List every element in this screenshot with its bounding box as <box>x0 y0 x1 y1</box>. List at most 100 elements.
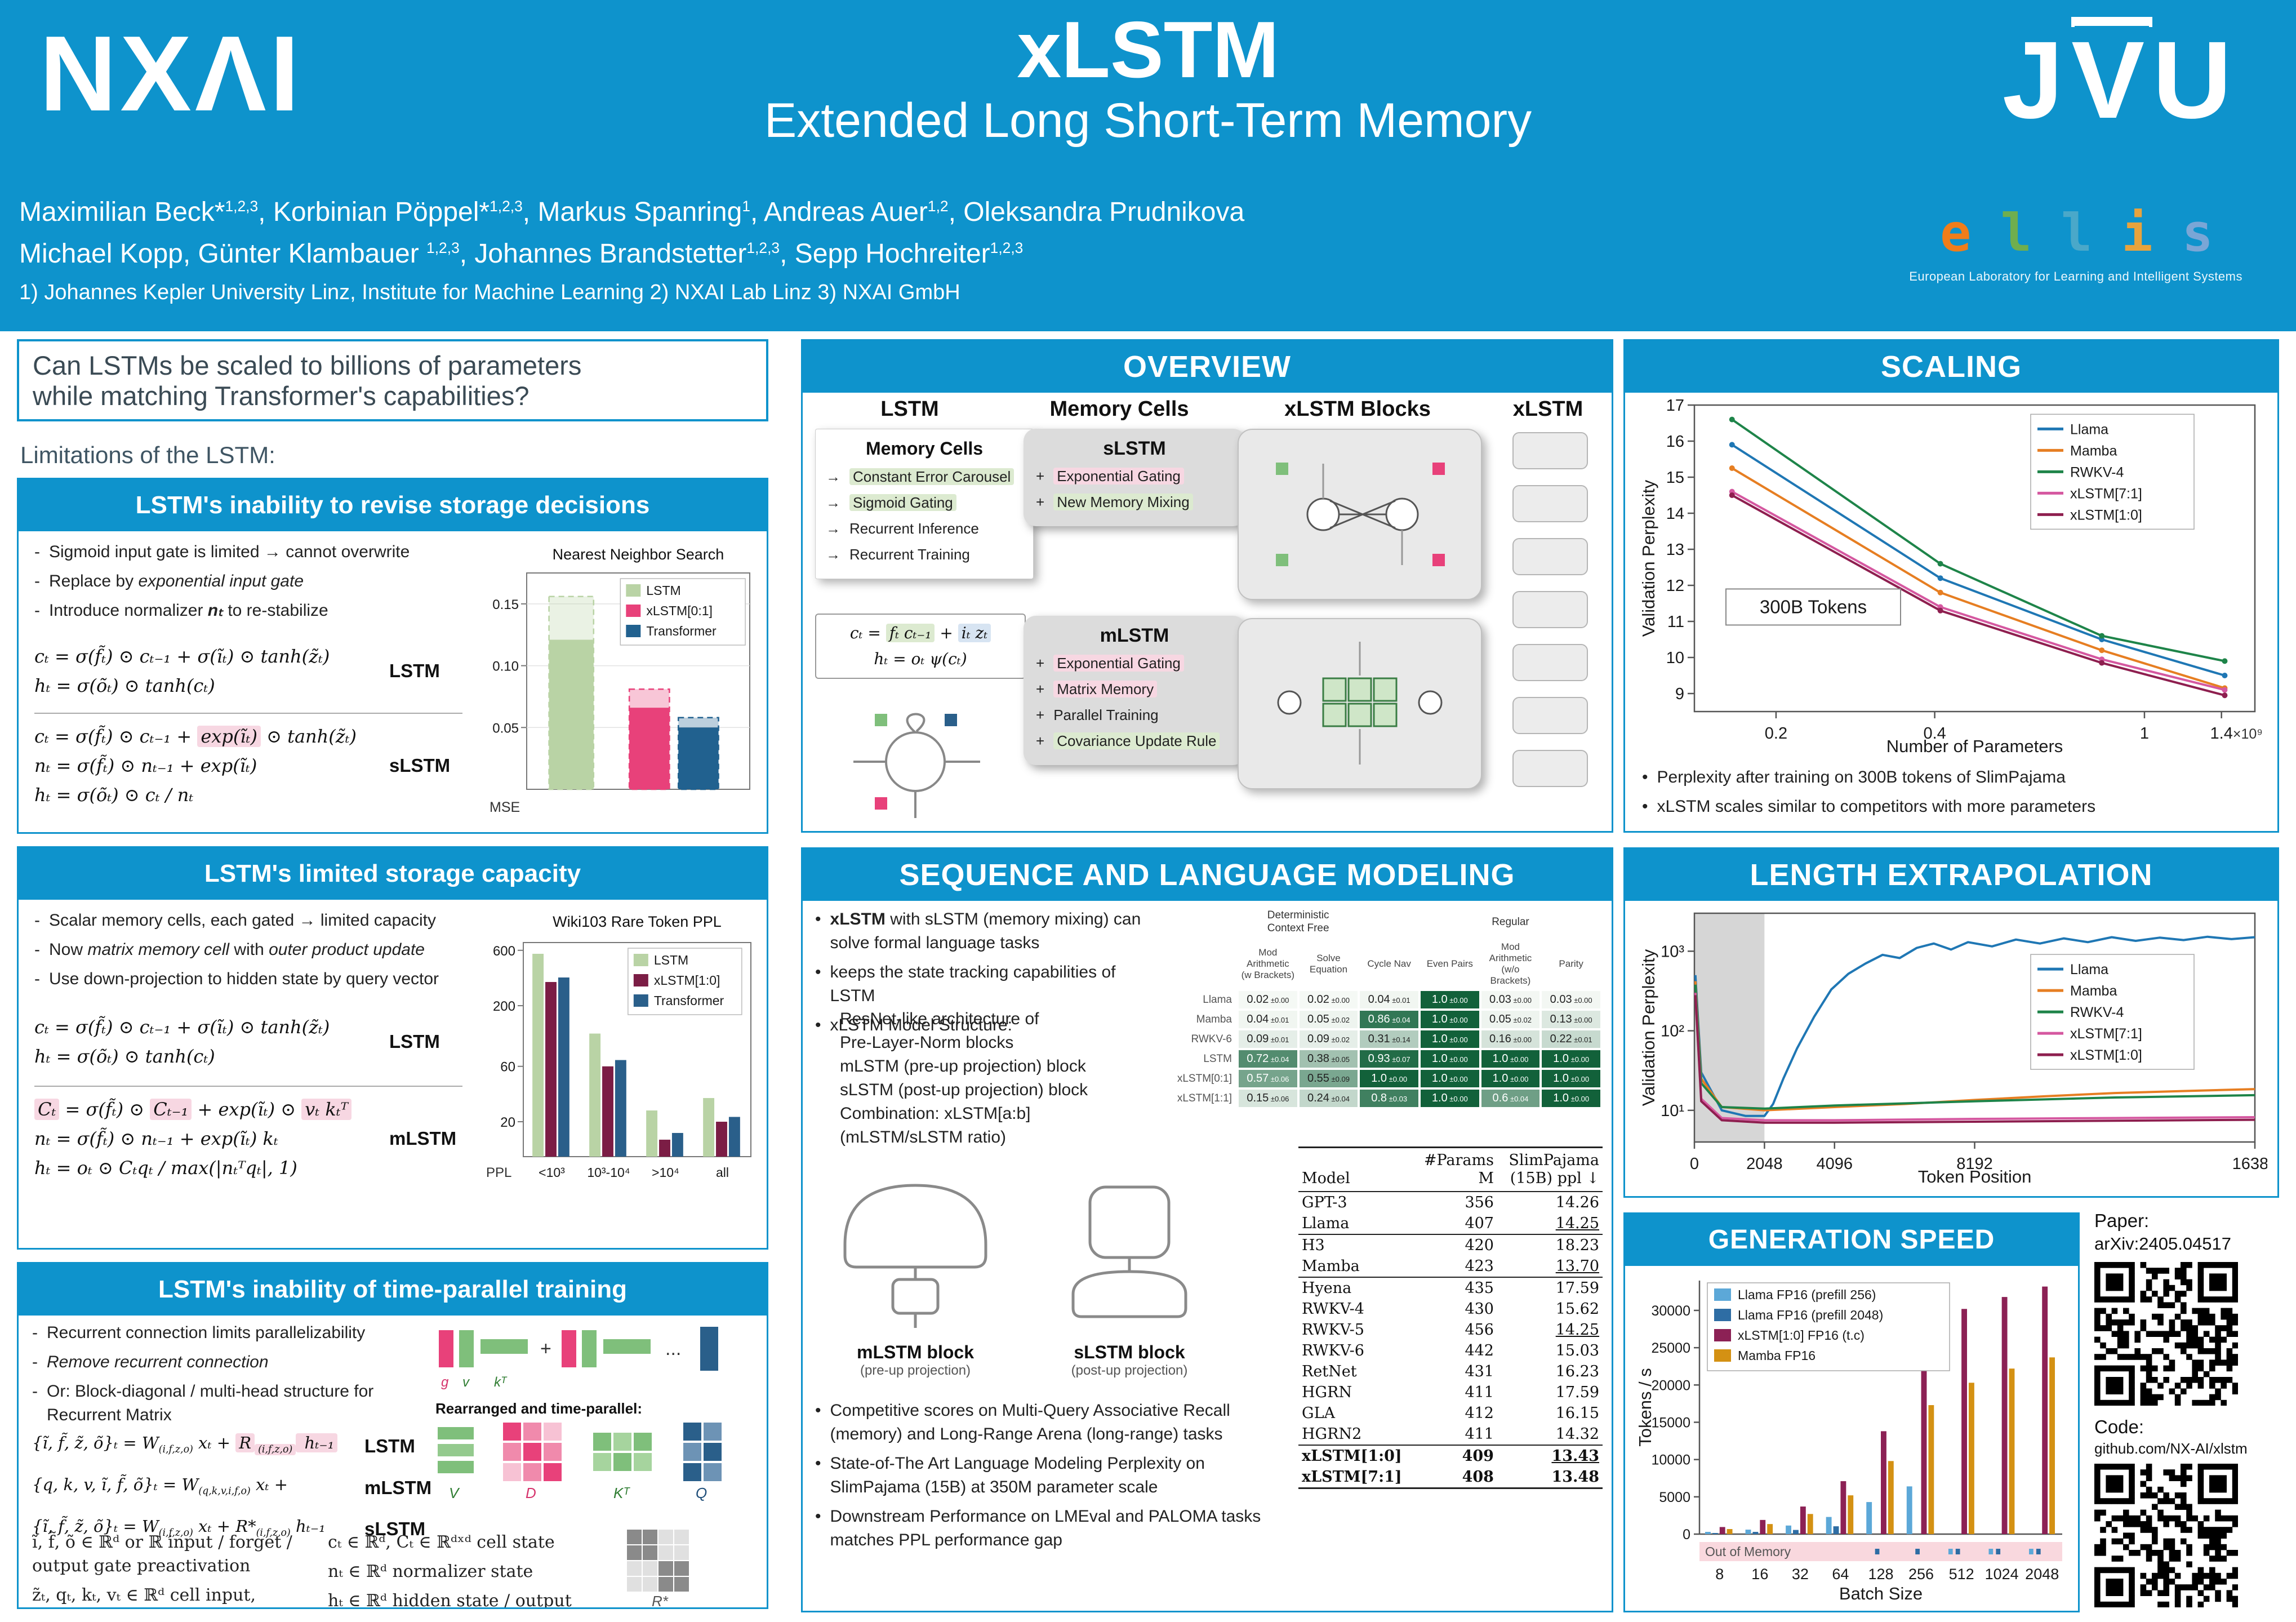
list-item: + Exponential Gating <box>1036 465 1233 487</box>
svg-text:0.15: 0.15 <box>492 597 519 612</box>
list-item: • Perplexity after training on 300B token… <box>1642 768 2066 786</box>
heat-cell: 0.05 ±0.02 <box>1299 1011 1358 1028</box>
svg-text:Tokens / s: Tokens / s <box>1635 1368 1655 1447</box>
heat-cell: 1.0 ±0.00 <box>1542 1050 1600 1068</box>
svg-text:2048: 2048 <box>1746 1155 1783 1173</box>
code-qr-code <box>2094 1464 2239 1608</box>
slstm-block-diagram <box>1238 429 1482 600</box>
svg-text:<10³: <10³ <box>539 1165 565 1180</box>
list-item: + New Memory Mixing <box>1036 491 1233 513</box>
list-item: → Recurrent Inference <box>826 520 979 537</box>
svg-text:512: 512 <box>1949 1566 1974 1583</box>
xlstm-stack-block <box>1512 485 1588 522</box>
list-item: • Competitive scores on Multi-Query Assoc… <box>815 1401 1230 1443</box>
svg-text:0.10: 0.10 <box>492 659 519 674</box>
svg-text:25000: 25000 <box>1651 1340 1690 1356</box>
poster-title: xLSTM <box>1017 5 1279 95</box>
paper-label: Paper: <box>2094 1210 2150 1231</box>
panel-storage-decisions: LSTM's inability to revise storage decis… <box>17 478 768 834</box>
list-item: - Scalar memory cells, each gated → limit… <box>34 911 436 930</box>
list-item: • Downstream Performance on LMEval and PA… <box>815 1507 1261 1549</box>
ellis-subtitle: European Laboratory for Learning and Int… <box>1909 269 2242 283</box>
svg-text:4096: 4096 <box>1816 1155 1853 1173</box>
panel-title: LSTM's limited storage capacity <box>19 848 767 900</box>
mlstm-box: mLSTM + Exponential Gating + Matrix Memory +… <box>1024 616 1245 765</box>
poster-subtitle: Extended Long Short-Term Memory <box>764 94 1532 148</box>
heat-cell: 0.16 ±0.00 <box>1481 1030 1540 1048</box>
svg-text:v: v <box>462 1375 470 1390</box>
lstm-equations: cₜ = σ(f̃ₜ) ⊙ cₜ₋₁ + σ(ĩₜ) ⊙ tanh(z̃ₜ) h… <box>34 1016 440 1067</box>
svg-text:RWKV-4: RWKV-4 <box>2070 1005 2124 1020</box>
list-item: hₜ ∈ ℝᵈ hidden state / output <box>328 1591 572 1607</box>
svg-text:Mamba: Mamba <box>2070 443 2117 459</box>
svg-text:Validation Perplexity: Validation Perplexity <box>1639 479 1658 637</box>
svg-text:600: 600 <box>493 944 515 959</box>
panel-parallel-training: LSTM's inability of time-parallel traini… <box>17 1262 768 1609</box>
panel-overview: OVERVIEW LSTM Memory Cells xLSTM Blocks … <box>801 339 1613 833</box>
svg-text:Batch Size: Batch Size <box>1839 1584 1923 1603</box>
slstm-equations: cₜ = σ(f̃ₜ) ⊙ cₜ₋₁ + exp(ĩₜ) ⊙ tanh(z̃ₜ)… <box>34 713 462 810</box>
xlstm-stack-block <box>1512 591 1588 628</box>
scaling-chart: 0.2 0.4 1 1.4 9 10 11 12 13 14 15 16 17 Number of Par… <box>1635 396 2267 761</box>
heat-cell: 1.0 ±0.00 <box>1420 1090 1479 1107</box>
list-item: • xLSTM with sLSTM (memory mixing) can so… <box>815 910 1141 952</box>
svg-text:128: 128 <box>1868 1566 1893 1583</box>
heat-cell: 1.0 ±0.00 <box>1360 1070 1418 1087</box>
svg-text:LSTM: LSTM <box>646 583 680 598</box>
list-item: - Recurrent connection limits paralleliza… <box>32 1323 366 1342</box>
list-item: + Exponential Gating <box>1036 652 1233 674</box>
poster-header: NXΛI xLSTM Extended Long Short-Term Memo… <box>0 0 2296 331</box>
jku-logo: JVU <box>2003 17 2240 143</box>
svg-text:10: 10 <box>1666 649 1684 667</box>
svg-text:300B Tokens: 300B Tokens <box>1760 596 1867 617</box>
slstm-box: sLSTM + Exponential Gating + New Memory Mix… <box>1024 429 1245 526</box>
panel-length-extrapolation: LENGTH EXTRAPOLATION 0 2048 4096 8192 16384 1… <box>1623 847 2279 1198</box>
heat-cell: 1.0 ±0.00 <box>1420 991 1479 1008</box>
list-item: cₜ ∈ ℝᵈ, Cₜ ∈ ℝᵈˣᵈ cell state <box>328 1532 555 1552</box>
list-item: - Introduce normalizer nₜ to re-stabilize <box>34 601 328 620</box>
list-item: + Parallel Training <box>1036 706 1159 723</box>
list-item: + Covariance Update Rule <box>1036 730 1233 752</box>
svg-text:13: 13 <box>1666 541 1684 559</box>
svg-text:kᵀ: kᵀ <box>494 1375 508 1390</box>
mlstm-block-diagram <box>1238 618 1482 789</box>
svg-text:PPL: PPL <box>486 1165 511 1180</box>
heat-cell: 0.03 ±0.00 <box>1481 991 1540 1008</box>
list-item: - Use down-projection to hidden state by … <box>34 970 439 988</box>
svg-text:0.4: 0.4 <box>1923 725 1946 743</box>
svg-text:Kᵀ: Kᵀ <box>613 1485 630 1501</box>
svg-text:1024: 1024 <box>1985 1566 2019 1583</box>
memory-cells-box: Memory Cells → Constant Error Carousel → Si… <box>815 429 1034 579</box>
lstm-cell-equations: cₜ = fₜ cₜ₋₁ + iₜ zₜ hₜ = oₜ ψ(cₜ) <box>815 614 1026 679</box>
svg-text:256: 256 <box>1908 1566 1934 1583</box>
heat-cell: 1.0 ±0.00 <box>1481 1070 1540 1087</box>
panel-title: GENERATION SPEED <box>1625 1214 2078 1266</box>
list-item: sLSTM (post-up projection) block <box>840 1081 1088 1099</box>
xlstm-stack-block <box>1512 644 1588 681</box>
svg-text:20000: 20000 <box>1651 1377 1690 1393</box>
svg-text:×10⁹: ×10⁹ <box>2233 726 2263 742</box>
svg-text:g: g <box>441 1375 449 1390</box>
svg-text:8: 8 <box>1715 1566 1724 1583</box>
heat-cell: 1.0 ±0.00 <box>1420 1011 1479 1028</box>
heat-cell: 0.09 ±0.02 <box>1299 1030 1358 1048</box>
block-figures: mLSTM block (pre-up projection) sLSTM blo… <box>825 1171 1220 1379</box>
svg-text:8192: 8192 <box>1956 1155 1993 1173</box>
heat-cell: 0.8 ±0.03 <box>1360 1090 1418 1107</box>
heat-cell: 0.05 ±0.02 <box>1481 1011 1540 1028</box>
paper-qr-code <box>2094 1262 2239 1406</box>
svg-text:xLSTM[7:1]: xLSTM[7:1] <box>2070 1026 2142 1042</box>
svg-text:MSE: MSE <box>490 799 520 815</box>
heat-cell: 1.0 ±0.00 <box>1481 1050 1540 1068</box>
svg-text:xLSTM[0:1]: xLSTM[0:1] <box>646 603 713 618</box>
svg-text:Nearest Neighbor Search: Nearest Neighbor Search <box>553 546 724 563</box>
length-extrapolation-chart: 0 2048 4096 8192 16384 10¹ 10² 10³ Token Positio… <box>1635 904 2277 1192</box>
col-header-xlstm-blocks: xLSTM Blocks <box>1284 397 1431 421</box>
storage-bullets: - Sigmoid input gate is limited → cannot … <box>34 540 462 628</box>
formal-language-table: Deterministic Context Free Regular Mod Ari… <box>1158 904 1603 1109</box>
affiliations: 1) Johannes Kepler University Linz, Inst… <box>19 281 960 304</box>
list-item: nₜ ∈ ℝᵈ normalizer state <box>328 1562 533 1581</box>
heat-cell: 0.72 ±0.04 <box>1239 1050 1297 1068</box>
svg-text:xLSTM[1:0]: xLSTM[1:0] <box>654 973 720 988</box>
svg-text:R*: R* <box>652 1593 669 1607</box>
